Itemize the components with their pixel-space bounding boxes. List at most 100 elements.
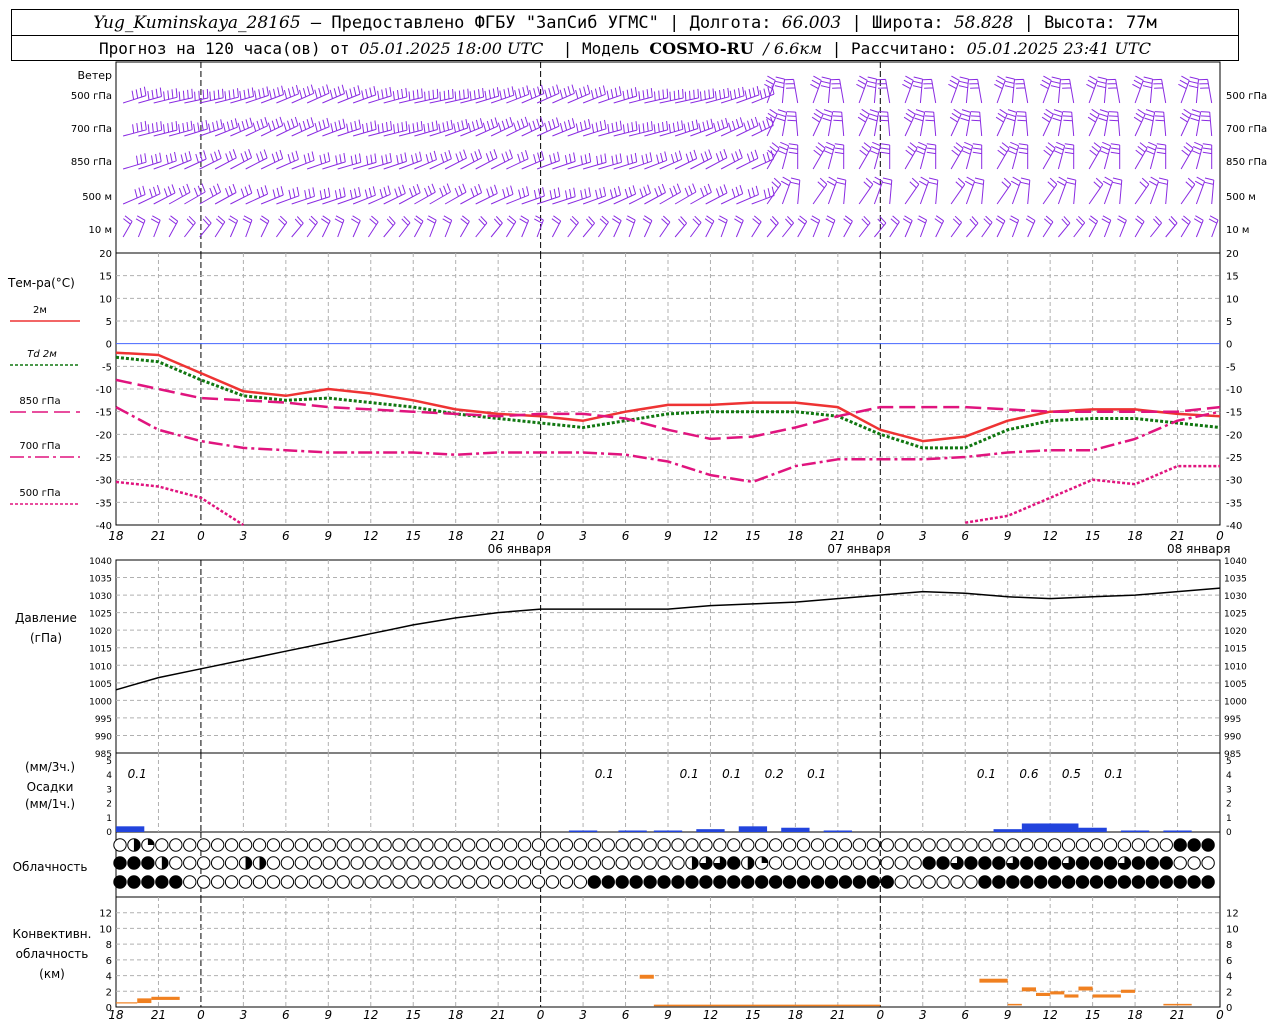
cloud-circle xyxy=(1187,875,1201,889)
wind-barb xyxy=(230,184,253,205)
wind-barb xyxy=(1052,109,1064,137)
wind-barb xyxy=(291,151,315,170)
cloud-circle xyxy=(713,838,727,852)
cloud-symbol xyxy=(364,838,378,852)
cloud-symbol xyxy=(978,856,992,870)
wind-barb xyxy=(168,215,179,238)
cloud-circle xyxy=(545,856,560,870)
cloud-symbol xyxy=(210,856,225,870)
cloud-symbol xyxy=(1145,856,1160,870)
temp-legend-label: 700 гПа xyxy=(19,441,60,452)
pres-axis-unit: (гПа) xyxy=(30,631,62,645)
temp-tick-label: -20 xyxy=(96,430,112,441)
altitude-label: Высота: xyxy=(1044,12,1116,33)
wind-barb xyxy=(334,215,345,238)
x-tick-label: 21 xyxy=(491,529,506,543)
cloud-symbol xyxy=(671,856,685,870)
conv-tick-label-right: 8 xyxy=(1226,940,1232,951)
wind-barb xyxy=(138,184,161,205)
wind-barb xyxy=(383,184,406,205)
cloud-symbol xyxy=(489,838,504,852)
pres-tick-label: 1040 xyxy=(89,557,112,567)
wind-barb xyxy=(534,215,544,238)
wind-barb xyxy=(751,186,775,205)
wind-barb xyxy=(1145,141,1158,170)
wind-barb xyxy=(352,153,377,170)
cloud-circle xyxy=(210,838,225,852)
wind-barb xyxy=(150,215,161,238)
cloud-symbol xyxy=(685,856,699,870)
cloud-circle xyxy=(824,875,839,889)
cloud-symbol xyxy=(113,856,127,870)
cloud-circle xyxy=(573,856,588,870)
precip-value-label: 0.6 xyxy=(1019,767,1038,781)
cloud-symbol xyxy=(489,875,504,889)
cloud-circle xyxy=(1020,875,1034,889)
prec-tick-label-right: 3 xyxy=(1226,785,1232,795)
cloud-symbol xyxy=(936,838,950,852)
wind-barb xyxy=(168,120,193,137)
wind-barb xyxy=(475,87,500,104)
wind-barb xyxy=(613,152,638,170)
wind-barb xyxy=(1042,215,1054,238)
wind-barb xyxy=(751,215,762,238)
cloud-symbol xyxy=(768,856,783,870)
latitude-label: Широта: xyxy=(871,12,944,33)
wind-barb xyxy=(1016,111,1029,137)
cloud-circle xyxy=(1145,838,1160,852)
cloud-symbol xyxy=(462,838,476,852)
wind-barb xyxy=(786,111,799,137)
cloud-circle xyxy=(768,838,783,852)
wind-barb xyxy=(751,150,775,170)
wind-barb xyxy=(306,152,331,170)
cloud-symbol xyxy=(713,856,727,870)
forecast-time: 05.01.2025 18:00 UTC xyxy=(359,38,544,58)
cloud-symbol xyxy=(448,875,462,889)
cloud-circle xyxy=(266,856,281,870)
cloud-circle xyxy=(462,838,476,852)
cloud-symbol xyxy=(364,856,378,870)
cloud-symbol xyxy=(197,875,211,889)
precip-value-label: 0.1 xyxy=(977,767,996,781)
wind-barb xyxy=(628,88,653,104)
date-label: 06 января xyxy=(488,542,551,556)
longitude-value: 66.003 xyxy=(781,12,842,33)
conv-tick-label: 0 xyxy=(106,1003,112,1014)
wind-barb xyxy=(1193,215,1204,238)
wind-barb xyxy=(414,150,437,170)
cloud-symbol xyxy=(1131,838,1146,852)
wind-barb xyxy=(843,215,853,238)
wind-barb xyxy=(674,216,687,238)
precip-bar xyxy=(1078,827,1107,832)
wind-barb xyxy=(996,142,1010,170)
wind-barb xyxy=(1007,141,1020,170)
cloud-circle xyxy=(587,856,601,870)
pres-tick-label-right: 995 xyxy=(1224,715,1241,725)
cloud-circle xyxy=(866,875,880,889)
cloud-circle xyxy=(629,856,643,870)
x-tick-label: 9 xyxy=(664,529,672,543)
wind-barb xyxy=(582,153,607,170)
wind-barb xyxy=(429,183,451,205)
wind-barb xyxy=(444,88,469,104)
x-tick-label: 18 xyxy=(1127,529,1143,543)
precip-value-label: 0.1 xyxy=(807,767,826,781)
wind-barb xyxy=(429,150,452,170)
wind-barb xyxy=(459,215,470,238)
temp-tick-label: -30 xyxy=(96,476,112,487)
wind-barb xyxy=(866,76,877,104)
wind-barb xyxy=(1194,176,1206,205)
prec-axis-label2: Осадки xyxy=(27,780,74,794)
wind-barb xyxy=(426,215,437,238)
cloud-symbol xyxy=(1006,838,1020,852)
cloud-symbol xyxy=(406,838,420,852)
x-tick-label: 9 xyxy=(324,529,332,543)
cloud-circle xyxy=(336,838,350,852)
wind-barb xyxy=(214,88,239,104)
cloud-symbol xyxy=(1006,856,1020,870)
wind-barb xyxy=(135,215,146,238)
temp-tick-label-right: 0 xyxy=(1226,340,1232,351)
cloud-symbol xyxy=(810,875,825,889)
cloud-circle xyxy=(406,838,420,852)
cloud-symbol xyxy=(113,838,127,852)
